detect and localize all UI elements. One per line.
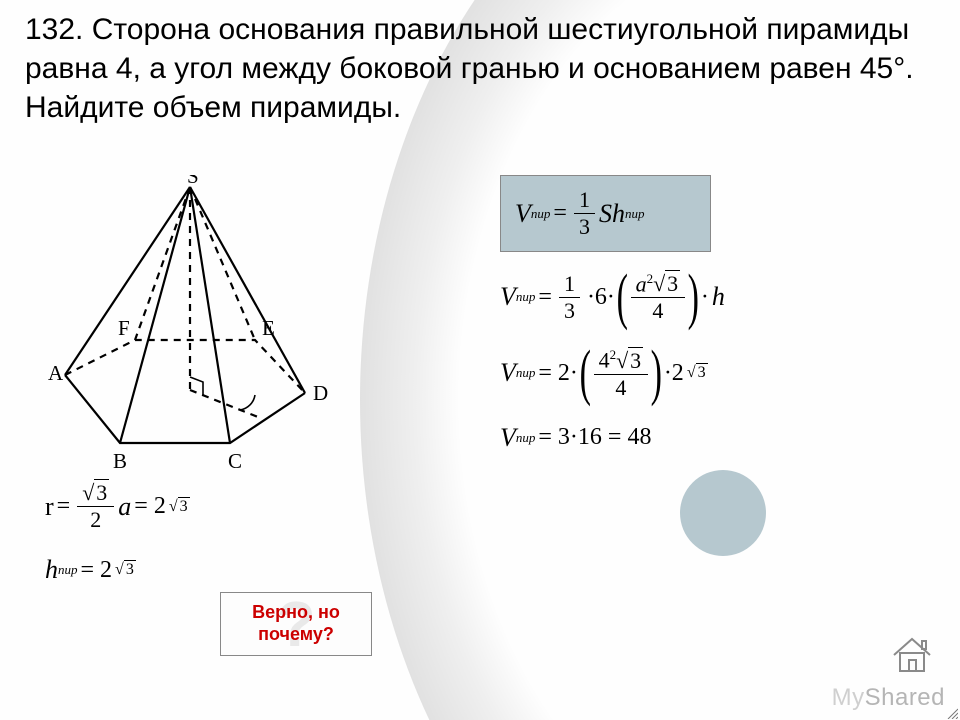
- resize-handle-icon[interactable]: [946, 706, 958, 718]
- formula-line-2: Vпир = 2· ( 423 4 ) ·23: [500, 346, 920, 400]
- problem-number: 132.: [25, 13, 83, 46]
- problem-body: Сторона основания правильной шестиугольн…: [25, 13, 914, 124]
- h-label: h: [612, 199, 625, 229]
- pyramid-svg: S A B C D E F: [40, 175, 370, 475]
- vertex-d: D: [313, 381, 328, 405]
- vertex-a: A: [48, 361, 64, 385]
- vertex-f: F: [118, 316, 130, 340]
- derivation-column: Vпир = 1 3 ·6· ( a23 4 ) · h Vпир = 2· (…: [500, 270, 920, 475]
- slide: 132. Сторона основания правильной шестиу…: [0, 0, 960, 720]
- watermark: MyMySharedShared: [832, 684, 945, 712]
- vertex-s: S: [187, 175, 199, 188]
- V-sub: пир: [531, 206, 551, 222]
- answer-value: = 48: [608, 424, 652, 451]
- V-label: V: [515, 199, 531, 229]
- frac-1-3: 1 3: [574, 187, 595, 240]
- r-calc: r = 3 2 a = 23: [45, 480, 190, 533]
- vertex-b: B: [113, 449, 127, 473]
- h-calc: hпир = 23: [45, 555, 190, 585]
- eq: =: [553, 200, 567, 227]
- home-icon[interactable]: [889, 633, 935, 680]
- S-label: S: [599, 199, 612, 229]
- hint-box[interactable]: ? Верно, но почему?: [220, 592, 372, 656]
- answer-highlight-circle: [680, 470, 766, 556]
- side-calculations: r = 3 2 a = 23 hпир = 23: [45, 480, 190, 607]
- pyramid-figure: S A B C D E F: [40, 175, 370, 480]
- hint-text: Верно, но почему?: [252, 602, 340, 645]
- problem-text: 132. Сторона основания правильной шестиу…: [25, 10, 925, 127]
- vertex-e: E: [262, 316, 275, 340]
- h-sub: пир: [625, 206, 645, 222]
- formula-panel: Vпир = 1 3 Shпир: [500, 175, 711, 252]
- formula-line-1: Vпир = 1 3 ·6· ( a23 4 ) · h: [500, 270, 920, 324]
- formula-line-3: Vпир = 3·16 = 48: [500, 423, 920, 453]
- vertex-c: C: [228, 449, 242, 473]
